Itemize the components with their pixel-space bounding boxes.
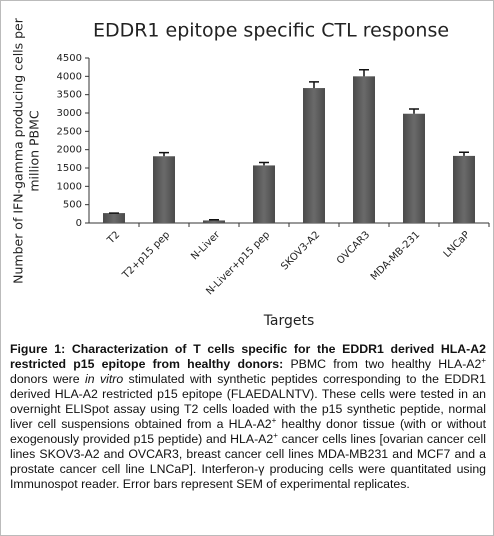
y-tick-label: 1000 [57,181,82,192]
error-bar [209,218,219,221]
caption: Figure 1: Characterization of T cells sp… [10,342,486,492]
y-axis-label: million PBMC [27,110,42,192]
bar [103,213,125,223]
bar [303,88,325,223]
chart-title: EDDR1 epitope specific CTL response [93,20,449,42]
y-axis-label: Number of IFN-gamma producing cells per [11,17,26,284]
bar [153,156,175,223]
x-tick-label: T2 [105,229,122,246]
bar [253,165,275,223]
caption-sup: + [481,355,487,365]
caption-text: stimulated with synthetic peptides corre… [10,372,487,431]
x-tick-label: T2+p15 pep [120,229,172,281]
caption-sup: + [271,415,277,425]
x-tick-label: MDA-MB-231 [369,229,422,282]
y-tick-label: 4500 [57,53,82,64]
caption-text: healthy donor tissue (with or without ex… [10,417,487,446]
bar [453,155,475,223]
error-bar [309,81,319,89]
caption-italic: in vitro [85,372,124,386]
chart: EDDR1 epitope specific CTL response Numb… [11,17,490,329]
x-tick-label: SKOV3-A2 [279,229,322,272]
caption-sup: + [273,430,278,440]
error-bar [259,161,269,166]
caption-text: cancer cells lines [ovarian cancer cell … [10,432,486,491]
error-bar [459,151,469,156]
x-axis-label: Targets [263,313,315,329]
y-tick-label: 2000 [57,145,82,156]
error-bar [159,151,169,157]
caption-text: donors were [10,372,80,386]
caption-heading: Figure 1: Characterization of T cells sp… [10,342,486,371]
bar [403,113,425,223]
y-tick-label: 3500 [57,90,82,101]
error-bar [359,68,369,77]
caption-text: PBMC from two healthy HLA-A2 [290,357,482,371]
y-tick-label: 0 [76,218,82,229]
y-tick-label: 4000 [57,71,82,82]
y-tick-label: 2500 [57,126,82,137]
error-bar [409,108,419,114]
x-tick-label: OVCAR3 [335,229,372,266]
y-tick-label: 1500 [57,163,82,174]
y-tick-label: 500 [63,200,82,211]
x-tick-label: LNCaP [442,229,473,260]
bar [353,76,375,223]
bar [203,220,225,223]
y-tick-label: 3000 [57,108,82,119]
x-tick-label: N-Liver [189,229,223,263]
